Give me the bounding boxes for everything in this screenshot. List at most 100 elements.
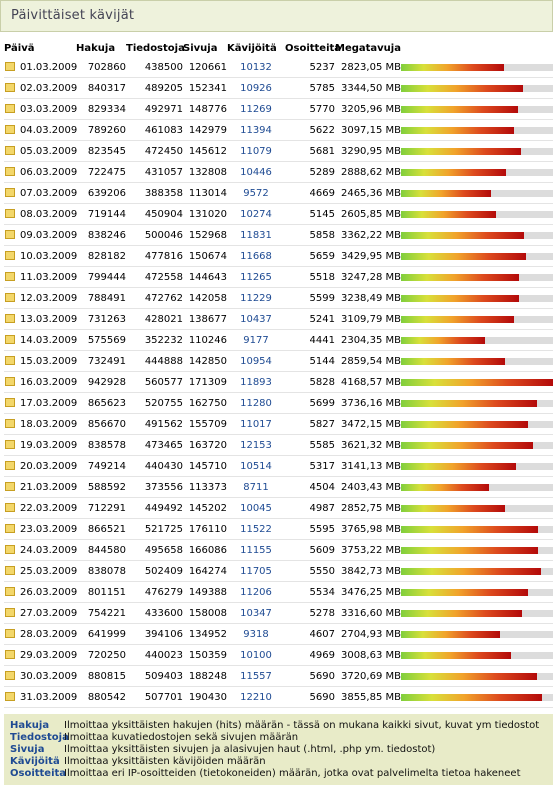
table-row: 16.03.2009 942928 560577 171309 11893 5828 416… [4, 371, 553, 393]
legend-term-osoitteita: Osoitteita [10, 768, 67, 779]
cell-megatavuja: 3316,60 MB [335, 602, 401, 624]
cell-kavijoita: 9177 [227, 329, 285, 351]
table-row: 25.03.2009 838078 502409 164274 11705 5550 384… [4, 560, 553, 582]
cell-hakuja: 639206 [76, 182, 126, 204]
cell-hakuja: 720250 [76, 644, 126, 666]
table-header-row: Päivä Hakuja Tiedostoja Sivuja Kävijöitä… [4, 40, 553, 57]
date-text: 25.03.2009 [20, 565, 78, 577]
date-text: 18.03.2009 [20, 418, 78, 430]
table-row: 27.03.2009 754221 433600 158008 10347 5278 331… [4, 602, 553, 624]
bandwidth-bar-track [401, 504, 553, 512]
cell-megatavuja: 2888,62 MB [335, 161, 401, 183]
cell-megatavuja: 3109,79 MB [335, 308, 401, 330]
cell-osoitteita: 5518 [285, 266, 335, 288]
cell-bar [401, 119, 553, 141]
daily-visitors-table: Päivä Hakuja Tiedostoja Sivuja Kävijöitä… [4, 40, 553, 730]
legend-desc-kavijoita: Ilmoittaa yksittäisten kävijöiden määrän [64, 756, 266, 767]
date-text: 30.03.2009 [20, 670, 78, 682]
cell-tiedostoja: 440023 [126, 644, 183, 666]
cell-megatavuja: 2304,35 MB [335, 329, 401, 351]
cell-kavijoita: 10274 [227, 203, 285, 225]
legend-term-sivuja: Sivuja [10, 744, 45, 755]
cell-tiedostoja: 502409 [126, 560, 183, 582]
table-row: 08.03.2009 719144 450904 131020 10274 5145 260… [4, 203, 553, 225]
bandwidth-bar-fill [401, 231, 524, 239]
cell-date: 14.03.2009 [4, 329, 77, 351]
cell-sivuja: 145612 [183, 140, 227, 162]
cell-bar [401, 77, 553, 99]
cell-sivuja: 150674 [183, 245, 227, 267]
document-icon [5, 670, 15, 680]
cell-hakuja: 823545 [76, 140, 126, 162]
cell-osoitteita: 4441 [285, 329, 335, 351]
table-row: 07.03.2009 639206 388358 113014 9572 4669 2465… [4, 182, 553, 204]
bandwidth-bar-fill [401, 378, 553, 386]
table-row: 09.03.2009 838246 500046 152968 11831 5858 336… [4, 224, 553, 246]
cell-sivuja: 158008 [183, 602, 227, 624]
bandwidth-bar-track [401, 126, 553, 134]
legend-desc-osoitteita: Ilmoittaa eri IP-osoitteiden (tietokonei… [64, 768, 521, 779]
cell-hakuja: 789260 [76, 119, 126, 141]
document-icon [5, 145, 15, 155]
cell-bar [401, 476, 553, 498]
cell-kavijoita: 10100 [227, 644, 285, 666]
date-text: 28.03.2009 [20, 628, 78, 640]
cell-date: 10.03.2009 [4, 245, 77, 267]
date-text: 20.03.2009 [20, 460, 78, 472]
bandwidth-bar-fill [401, 504, 505, 512]
header-tiedostoja: Tiedostoja [126, 43, 185, 54]
cell-bar [401, 287, 553, 309]
cell-kavijoita: 11705 [227, 560, 285, 582]
cell-date: 21.03.2009 [4, 476, 77, 498]
cell-kavijoita: 11269 [227, 98, 285, 120]
cell-osoitteita: 5241 [285, 308, 335, 330]
document-icon [5, 103, 15, 113]
bandwidth-bar-track [401, 546, 553, 554]
cell-bar [401, 539, 553, 561]
bandwidth-bar-track [401, 231, 553, 239]
cell-tiedostoja: 450904 [126, 203, 183, 225]
cell-kavijoita: 11079 [227, 140, 285, 162]
cell-osoitteita: 5659 [285, 245, 335, 267]
cell-megatavuja: 3247,28 MB [335, 266, 401, 288]
cell-date: 06.03.2009 [4, 161, 77, 183]
cell-osoitteita: 5599 [285, 287, 335, 309]
cell-kavijoita: 10926 [227, 77, 285, 99]
table-row: 10.03.2009 828182 477816 150674 11668 5659 342… [4, 245, 553, 267]
cell-kavijoita: 10347 [227, 602, 285, 624]
date-text: 23.03.2009 [20, 523, 78, 535]
cell-kavijoita: 11155 [227, 539, 285, 561]
table-row: 01.03.2009 702860 438500 120661 10132 5237 282… [4, 57, 553, 78]
cell-kavijoita: 8711 [227, 476, 285, 498]
cell-sivuja: 132808 [183, 161, 227, 183]
cell-sivuja: 163720 [183, 434, 227, 456]
cell-osoitteita: 5858 [285, 224, 335, 246]
table-row: 23.03.2009 866521 521725 176110 11522 5595 376… [4, 518, 553, 540]
cell-date: 08.03.2009 [4, 203, 78, 225]
cell-date: 20.03.2009 [4, 455, 78, 477]
date-text: 17.03.2009 [20, 397, 78, 409]
cell-hakuja: 749214 [76, 455, 126, 477]
cell-bar [401, 329, 553, 351]
cell-megatavuja: 3238,49 MB [335, 287, 401, 309]
table-row: 22.03.2009 712291 449492 145202 10045 4987 285… [4, 497, 553, 519]
header-kavijoita: Kävijöitä [227, 43, 277, 54]
cell-tiedostoja: 500046 [126, 224, 183, 246]
cell-sivuja: 171309 [183, 371, 227, 393]
cell-bar [401, 581, 553, 603]
bandwidth-bar-track [401, 105, 553, 113]
legend-item: Hakuja Ilmoittaa yksittäisten hakujen (h… [10, 720, 553, 732]
table-row: 12.03.2009 788491 472762 142058 11229 5599 323… [4, 287, 553, 309]
document-icon [5, 481, 15, 491]
cell-kavijoita: 11522 [227, 518, 285, 540]
cell-bar [401, 266, 553, 288]
date-text: 08.03.2009 [20, 208, 78, 220]
cell-hakuja: 838578 [76, 434, 126, 456]
bandwidth-bar-track [401, 336, 553, 344]
bandwidth-bar-track [401, 651, 553, 659]
cell-megatavuja: 3290,95 MB [335, 140, 401, 162]
document-icon [5, 607, 15, 617]
bandwidth-bar-track [401, 462, 553, 470]
document-icon [5, 502, 15, 512]
cell-osoitteita: 5770 [285, 98, 335, 120]
